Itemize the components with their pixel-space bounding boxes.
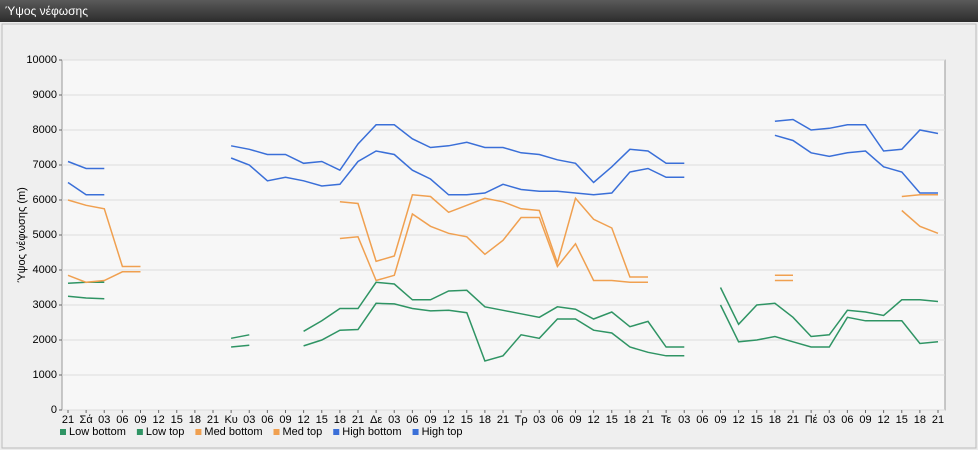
x-tick-label: 15 bbox=[461, 414, 473, 426]
x-tick-label: Πέ bbox=[805, 414, 818, 426]
x-tick-label: 06 bbox=[551, 414, 563, 426]
x-tick-label: 09 bbox=[424, 414, 436, 426]
y-tick-label: 7000 bbox=[33, 159, 57, 171]
y-tick-label: 10000 bbox=[26, 54, 57, 66]
legend-label: High top bbox=[422, 426, 463, 438]
x-tick-label: 18 bbox=[769, 414, 781, 426]
series-line bbox=[67, 118, 939, 184]
x-tick-label: 06 bbox=[696, 414, 708, 426]
x-tick-label: Κυ bbox=[224, 414, 237, 426]
y-tick-label: 4000 bbox=[33, 264, 57, 276]
x-tick-label: 15 bbox=[896, 414, 908, 426]
series-line bbox=[67, 209, 939, 284]
legend-marker bbox=[195, 429, 202, 435]
legend-marker bbox=[136, 429, 143, 435]
x-tick-label: 15 bbox=[751, 414, 763, 426]
x-tick-label: 03 bbox=[388, 414, 400, 426]
x-tick-label: Δε bbox=[370, 414, 382, 426]
x-tick-label: 06 bbox=[116, 414, 128, 426]
x-tick-label: 21 bbox=[207, 414, 219, 426]
x-tick-label: 06 bbox=[406, 414, 418, 426]
x-tick-label: 15 bbox=[606, 414, 618, 426]
x-tick-label: 12 bbox=[443, 414, 455, 426]
y-axis-label: Ύψος νέφωσης (m) bbox=[16, 187, 28, 283]
x-tick-label: 12 bbox=[878, 414, 890, 426]
x-tick-label: 09 bbox=[714, 414, 726, 426]
series-line bbox=[67, 134, 938, 196]
x-tick-label: 18 bbox=[189, 414, 201, 426]
x-tick-label: 09 bbox=[134, 414, 146, 426]
legend-marker bbox=[412, 429, 419, 435]
x-tick-label: 12 bbox=[298, 414, 310, 426]
legend-label: Low bottom bbox=[69, 426, 126, 438]
window-title: Ύψος νέφωσης bbox=[0, 0, 978, 22]
y-tick-label: 5000 bbox=[33, 229, 57, 241]
y-tick-label: 0 bbox=[51, 404, 57, 416]
legend-label: Med top bbox=[283, 426, 323, 438]
legend-marker bbox=[273, 429, 280, 435]
x-tick-label: 21 bbox=[352, 414, 364, 426]
x-tick-label: 09 bbox=[569, 414, 581, 426]
y-tick-label: 1000 bbox=[33, 369, 57, 381]
legend-label: Med bottom bbox=[204, 426, 262, 438]
x-tick-label: 03 bbox=[533, 414, 545, 426]
legend-marker bbox=[333, 429, 340, 435]
x-tick-label: 18 bbox=[334, 414, 346, 426]
y-tick-label: 6000 bbox=[33, 194, 57, 206]
x-tick-label: 18 bbox=[914, 414, 926, 426]
x-tick-label: 09 bbox=[279, 414, 291, 426]
x-tick-label: 18 bbox=[624, 414, 636, 426]
x-tick-label: 15 bbox=[316, 414, 328, 426]
x-tick-label: 03 bbox=[98, 414, 110, 426]
x-tick-label: 12 bbox=[588, 414, 600, 426]
legend-label: Low top bbox=[146, 426, 185, 438]
legend-label: High bottom bbox=[342, 426, 401, 438]
legend-marker bbox=[60, 429, 66, 435]
x-tick-label: Τε bbox=[661, 414, 672, 426]
x-tick-label: 21 bbox=[642, 414, 654, 426]
y-tick-label: 3000 bbox=[33, 299, 57, 311]
x-tick-label: 21 bbox=[62, 414, 74, 426]
x-tick-label: Σά bbox=[80, 414, 94, 426]
x-tick-label: Τρ bbox=[515, 414, 528, 426]
x-tick-label: 12 bbox=[733, 414, 745, 426]
x-tick-label: 12 bbox=[153, 414, 165, 426]
chart: Ύψος νέφωσης (m) 0 1000 2000 3000 4000 5000 60… bbox=[1, 23, 977, 449]
x-tick-label: 06 bbox=[841, 414, 853, 426]
x-tick-label: 06 bbox=[261, 414, 273, 426]
series-line bbox=[67, 193, 938, 278]
x-tick-label: 21 bbox=[497, 414, 509, 426]
x-tick-label: 03 bbox=[823, 414, 835, 426]
x-tick-label: 15 bbox=[171, 414, 183, 426]
x-tick-label: 03 bbox=[678, 414, 690, 426]
y-tick-label: 9000 bbox=[33, 89, 57, 101]
y-tick-label: 8000 bbox=[33, 124, 57, 136]
x-tick-label: 09 bbox=[859, 414, 871, 426]
series-line bbox=[67, 295, 939, 362]
x-tick-label: 21 bbox=[932, 414, 944, 426]
y-tick-label: 2000 bbox=[33, 334, 57, 346]
x-tick-label: 21 bbox=[787, 414, 799, 426]
x-tick-label: 18 bbox=[479, 414, 491, 426]
x-tick-label: 03 bbox=[243, 414, 255, 426]
